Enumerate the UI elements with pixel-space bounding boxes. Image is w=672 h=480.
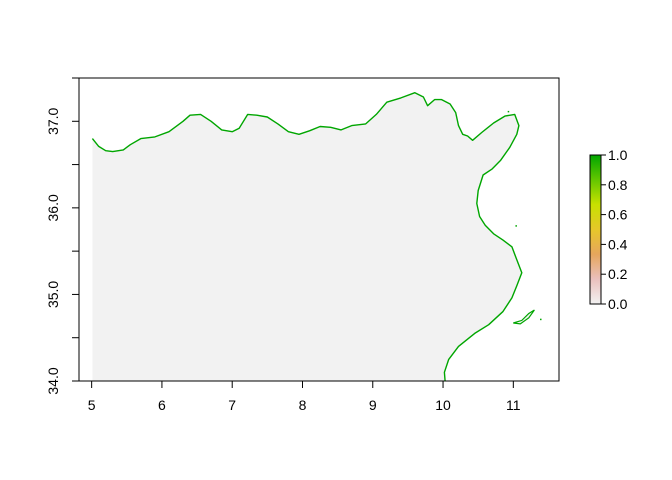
y-tick-label-0: 34.0 [45,367,61,394]
y-tick-label-2: 36.0 [45,194,61,221]
land-raster [92,92,522,381]
y-axis: 34.0 35.0 36.0 37.0 [45,77,80,395]
y-tick-label-1: 35.0 [45,281,61,308]
x-tick-label-0: 5 [88,397,96,413]
island-0 [513,309,535,325]
y-tick-label-3: 37.0 [45,107,61,134]
x-tick-label-2: 7 [228,397,236,413]
x-axis: 5 6 7 8 9 10 11 [88,380,521,413]
x-tick-label-6: 11 [506,397,521,413]
legend-tick-label-0: 0.0 [608,296,628,312]
coast-speck-0 [507,110,510,113]
coast-speck-2 [540,318,542,321]
legend-colorbar [589,154,602,305]
map-layer [91,91,542,382]
legend-tick-label-2: 0.4 [608,236,628,252]
x-tick-label-5: 10 [435,397,451,413]
legend-tick-label-4: 0.8 [608,177,628,193]
legend-tick-label-3: 0.6 [608,207,628,223]
coast-speck-1 [515,225,517,227]
legend-tick-label-5: 1.0 [608,147,628,163]
color-legend: 0.0 0.2 0.4 0.6 0.8 1.0 [589,147,628,312]
coastline [91,91,523,382]
x-tick-label-3: 8 [299,397,307,413]
x-tick-label-4: 9 [369,397,377,413]
legend-tick-label-1: 0.2 [608,266,628,282]
x-tick-label-1: 6 [158,397,166,413]
